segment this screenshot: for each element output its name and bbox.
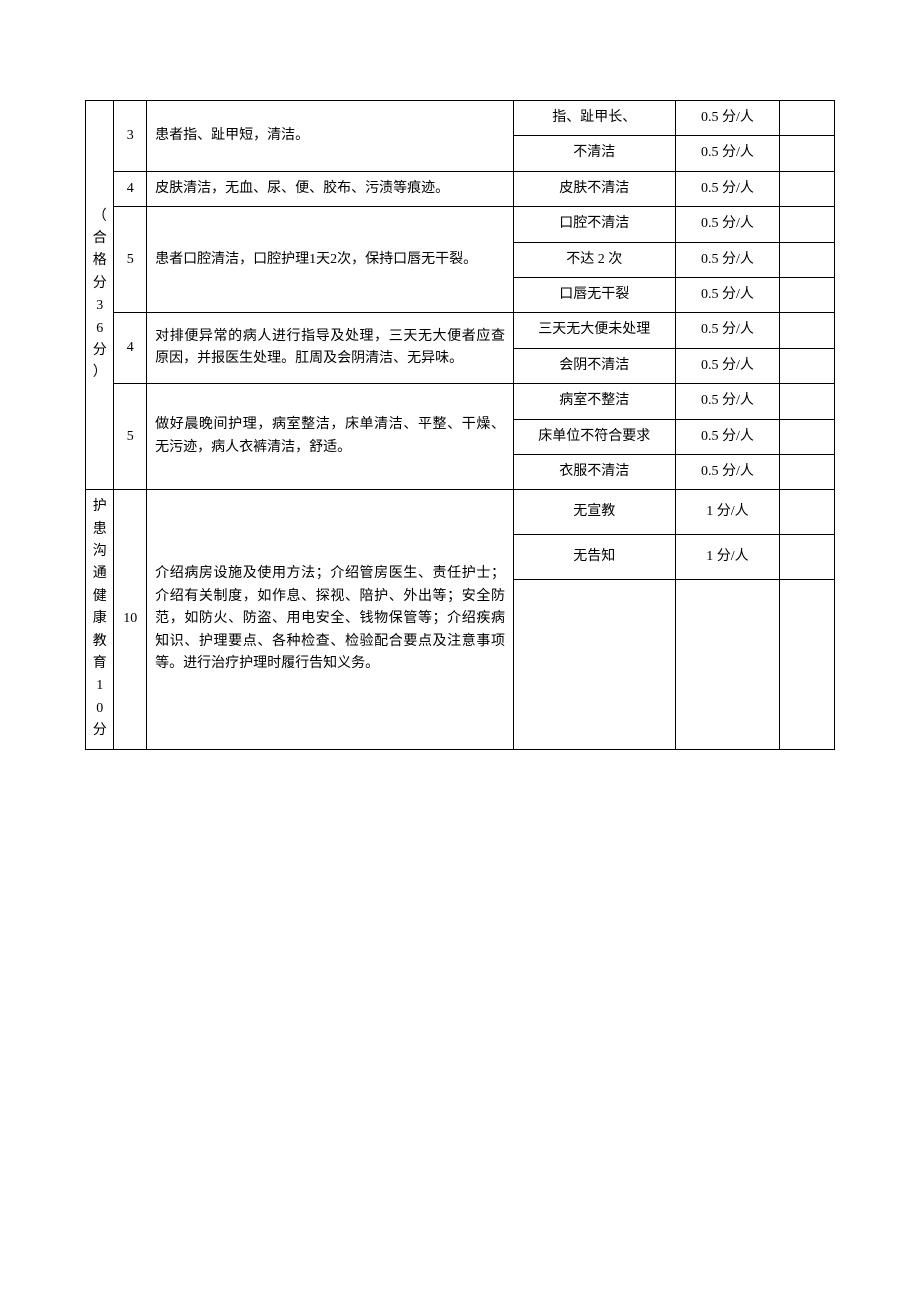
score-cell: 4 (114, 171, 147, 206)
score-cell: 4 (114, 313, 147, 384)
deduction-cell: 0.5 分/人 (675, 101, 780, 136)
blank-cell (780, 490, 835, 535)
blank-cell (780, 348, 835, 383)
blank-cell (780, 313, 835, 348)
deduction-cell: 1 分/人 (675, 490, 780, 535)
table-row: 4皮肤清洁，无血、尿、便、胶布、污渍等痕迹。皮肤不清洁0.5 分/人 (86, 171, 835, 206)
problem-cell: 口腔不清洁 (513, 207, 675, 242)
blank-cell (780, 136, 835, 171)
category-cell: 护患沟通健康教育10分 (86, 490, 114, 749)
score-cell: 3 (114, 101, 147, 172)
problem-cell (513, 579, 675, 749)
description-cell: 对排便异常的病人进行指导及处理，三天无大便者应查原因，并报医生处理。肛周及会阴清… (147, 313, 514, 384)
table-row: 护患沟通健康教育10分10介绍病房设施及使用方法；介绍管房医生、责任护士；介绍有… (86, 490, 835, 535)
deduction-cell: 0.5 分/人 (675, 207, 780, 242)
problem-cell: 三天无大便未处理 (513, 313, 675, 348)
description-cell: 皮肤清洁，无血、尿、便、胶布、污渍等痕迹。 (147, 171, 514, 206)
blank-cell (780, 384, 835, 419)
problem-cell: 无宣教 (513, 490, 675, 535)
category-cell: （合格分36分） (86, 101, 114, 490)
deduction-cell: 0.5 分/人 (675, 277, 780, 312)
problem-cell: 口唇无干裂 (513, 277, 675, 312)
blank-cell (780, 419, 835, 454)
problem-cell: 不达 2 次 (513, 242, 675, 277)
description-cell: 做好晨晚间护理，病室整洁，床单清洁、平整、干燥、无污迹，病人衣裤清洁，舒适。 (147, 384, 514, 490)
table-row: 4对排便异常的病人进行指导及处理，三天无大便者应查原因，并报医生处理。肛周及会阴… (86, 313, 835, 348)
deduction-cell: 0.5 分/人 (675, 242, 780, 277)
blank-cell (780, 171, 835, 206)
blank-cell (780, 579, 835, 749)
deduction-cell (675, 579, 780, 749)
table-row: （合格分36分）3患者指、趾甲短，清洁。指、趾甲长、0.5 分/人 (86, 101, 835, 136)
category-label: 护患沟通健康教育10分 (90, 496, 109, 742)
blank-cell (780, 101, 835, 136)
description-cell: 介绍病房设施及使用方法；介绍管房医生、责任护士；介绍有关制度，如作息、探视、陪护… (147, 490, 514, 749)
problem-cell: 衣服不清洁 (513, 454, 675, 489)
blank-cell (780, 277, 835, 312)
problem-cell: 病室不整洁 (513, 384, 675, 419)
deduction-cell: 0.5 分/人 (675, 419, 780, 454)
blank-cell (780, 242, 835, 277)
category-label: （合格分36分） (90, 206, 109, 385)
blank-cell (780, 534, 835, 579)
deduction-cell: 0.5 分/人 (675, 136, 780, 171)
blank-cell (780, 454, 835, 489)
description-cell: 患者指、趾甲短，清洁。 (147, 101, 514, 172)
blank-cell (780, 207, 835, 242)
description-cell: 患者口腔清洁，口腔护理1天2次，保持口唇无干裂。 (147, 207, 514, 313)
score-cell: 5 (114, 384, 147, 490)
problem-cell: 指、趾甲长、 (513, 101, 675, 136)
score-cell: 10 (114, 490, 147, 749)
score-cell: 5 (114, 207, 147, 313)
deduction-cell: 0.5 分/人 (675, 384, 780, 419)
table-row: 5做好晨晚间护理，病室整洁，床单清洁、平整、干燥、无污迹，病人衣裤清洁，舒适。病… (86, 384, 835, 419)
deduction-cell: 1 分/人 (675, 534, 780, 579)
deduction-cell: 0.5 分/人 (675, 348, 780, 383)
problem-cell: 会阴不清洁 (513, 348, 675, 383)
problem-cell: 皮肤不清洁 (513, 171, 675, 206)
problem-cell: 无告知 (513, 534, 675, 579)
problem-cell: 不清洁 (513, 136, 675, 171)
problem-cell: 床单位不符合要求 (513, 419, 675, 454)
deduction-cell: 0.5 分/人 (675, 313, 780, 348)
assessment-table: （合格分36分）3患者指、趾甲短，清洁。指、趾甲长、0.5 分/人不清洁0.5 … (85, 100, 835, 750)
table-row: 5患者口腔清洁，口腔护理1天2次，保持口唇无干裂。口腔不清洁0.5 分/人 (86, 207, 835, 242)
deduction-cell: 0.5 分/人 (675, 454, 780, 489)
deduction-cell: 0.5 分/人 (675, 171, 780, 206)
